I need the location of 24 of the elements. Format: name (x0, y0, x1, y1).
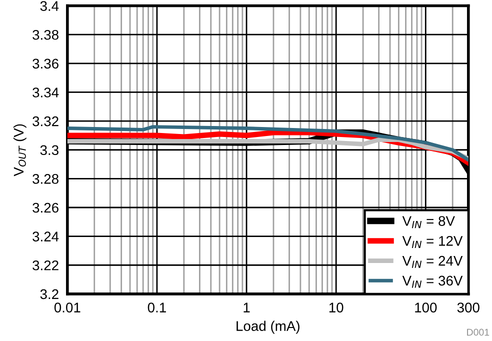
y-tick-label: 3.38 (32, 30, 58, 40)
y-tick-label: 3.32 (32, 116, 58, 126)
y-tick-label: 3.36 (32, 58, 58, 69)
legend-label: V$_{IN}$ = 12V (402, 236, 463, 248)
x-tick-label: 10 (329, 302, 344, 312)
y-tick-label: 3.3 (40, 145, 58, 156)
x-tick-label: 1 (244, 302, 250, 312)
legend-label: V$_{IN}$ = 36V (402, 276, 463, 288)
legend-label: V$_{IN}$ = 24V (402, 256, 463, 268)
y-tick-label: 3.4 (40, 1, 59, 11)
y-tick-label: 3.34 (32, 88, 59, 98)
x-tick-label: 0.1 (148, 302, 166, 312)
x-tick-label: 0.01 (54, 302, 80, 312)
x-tick-label: 100 (415, 302, 437, 312)
x-tick-label: 300 (457, 302, 480, 312)
legend-label: V$_{IN}$ = 8V (402, 216, 455, 228)
y-tick-label: 3.2 (40, 289, 58, 300)
y-axis-title: V$_{OUT}$ (V) (13, 124, 26, 176)
y-tick-label: 3.22 (32, 260, 58, 270)
y-tick-label: 3.28 (32, 174, 58, 184)
y-tick-label: 3.24 (32, 232, 59, 242)
y-tick-label: 3.26 (32, 202, 58, 213)
x-axis-title: Load (mA) (236, 320, 300, 334)
text: D001 (467, 328, 490, 336)
